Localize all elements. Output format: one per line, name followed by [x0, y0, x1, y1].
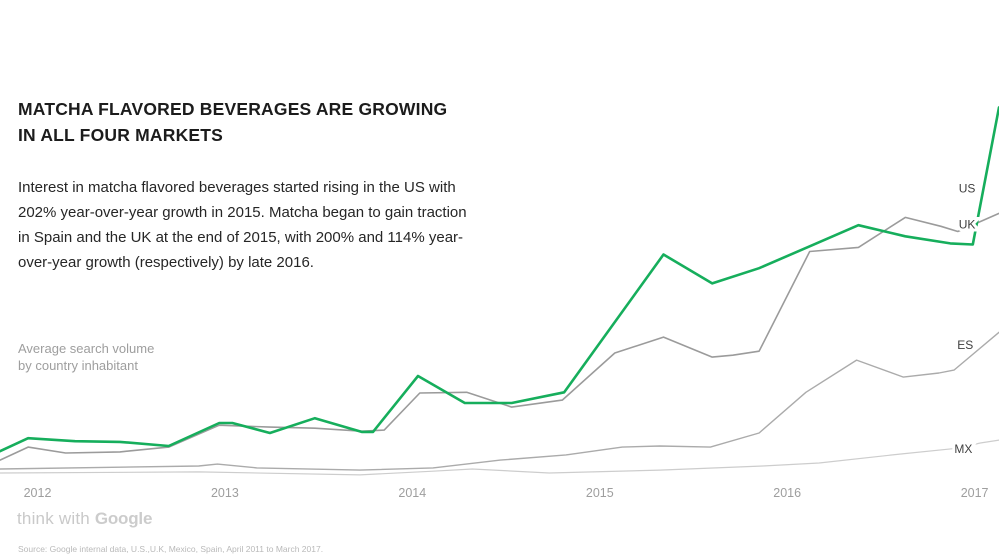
- logo-word-with: with: [58, 509, 90, 528]
- think-with-google-logo: think with Google: [17, 509, 152, 529]
- x-axis-label-2015: 2015: [586, 486, 614, 500]
- series-label-us: US: [959, 182, 976, 196]
- chart-header: MATCHA FLAVORED BEVERAGES ARE GROWING IN…: [18, 96, 478, 275]
- series-line-mx: [0, 439, 999, 476]
- intro-paragraph: Interest in matcha flavored beverages st…: [18, 179, 467, 271]
- source-attribution: Source: Google internal data, U.S.,U.K, …: [18, 544, 324, 554]
- x-axis-label-2014: 2014: [398, 486, 426, 500]
- x-axis-label-2012: 2012: [24, 486, 52, 500]
- series-label-mx: MX: [954, 442, 972, 456]
- x-axis-label-2017: 2017: [961, 486, 989, 500]
- y-axis-caption-line1: Average search volume: [18, 341, 155, 356]
- series-label-uk: UK: [959, 218, 976, 232]
- page-title: MATCHA FLAVORED BEVERAGES ARE GROWING IN…: [18, 99, 448, 145]
- logo-word-think: think: [17, 509, 54, 528]
- y-axis-caption: Average search volume by country inhabit…: [18, 340, 154, 374]
- x-axis-label-2013: 2013: [211, 486, 239, 500]
- y-axis-caption-line2: by country inhabitant: [18, 358, 138, 373]
- logo-word-google: Google: [94, 509, 153, 528]
- x-axis-label-2016: 2016: [773, 486, 801, 500]
- series-label-es: ES: [957, 338, 973, 352]
